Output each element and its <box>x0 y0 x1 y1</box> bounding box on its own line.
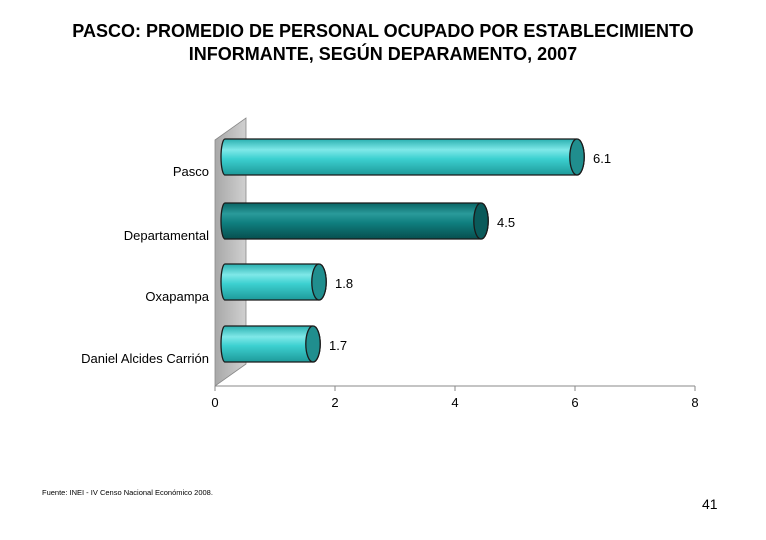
bar-end-cap <box>569 138 585 176</box>
value-label: 6.1 <box>593 151 611 166</box>
bar-end-cap <box>305 325 321 363</box>
source-note: Fuente: INEI - IV Censo Nacional Económi… <box>42 488 213 497</box>
chart-title: PASCO: PROMEDIO DE PERSONAL OCUPADO POR … <box>0 20 766 66</box>
bar-body <box>220 138 585 176</box>
value-label: 1.7 <box>329 338 347 353</box>
value-label: 1.8 <box>335 276 353 291</box>
bar <box>220 325 321 363</box>
bar <box>220 202 489 240</box>
chart-title-line-2: INFORMANTE, SEGÚN DEPARAMENTO, 2007 <box>188 44 578 64</box>
category-labels: Pasco Departamental Oxapampa Daniel Alcides… <box>81 164 210 366</box>
x-tick-label: 4 <box>451 395 458 410</box>
bar <box>220 263 327 301</box>
bars <box>220 138 585 363</box>
category-label: Daniel Alcides Carrión <box>81 351 209 366</box>
bar <box>220 138 585 176</box>
side-wall <box>214 117 247 387</box>
bar-end-cap <box>473 202 489 240</box>
bar-body <box>220 202 489 240</box>
page-number: 41 <box>702 496 718 512</box>
value-labels: 6.1 4.5 1.8 1.7 <box>329 151 611 353</box>
x-tick-label: 0 <box>211 395 218 410</box>
value-label: 4.5 <box>497 215 515 230</box>
bar-body <box>220 263 327 301</box>
chart-title-line-1: PASCO: PROMEDIO DE PERSONAL OCUPADO POR … <box>72 21 694 41</box>
x-tick-label: 8 <box>691 395 698 410</box>
chart-back-wall <box>214 117 247 387</box>
category-label: Departamental <box>124 228 209 243</box>
category-label: Oxapampa <box>145 289 209 304</box>
x-axis: 0 2 4 6 8 <box>211 385 699 410</box>
category-label: Pasco <box>173 164 209 179</box>
x-tick-label: 2 <box>331 395 338 410</box>
bar-end-cap <box>311 263 327 301</box>
x-tick-label: 6 <box>571 395 578 410</box>
